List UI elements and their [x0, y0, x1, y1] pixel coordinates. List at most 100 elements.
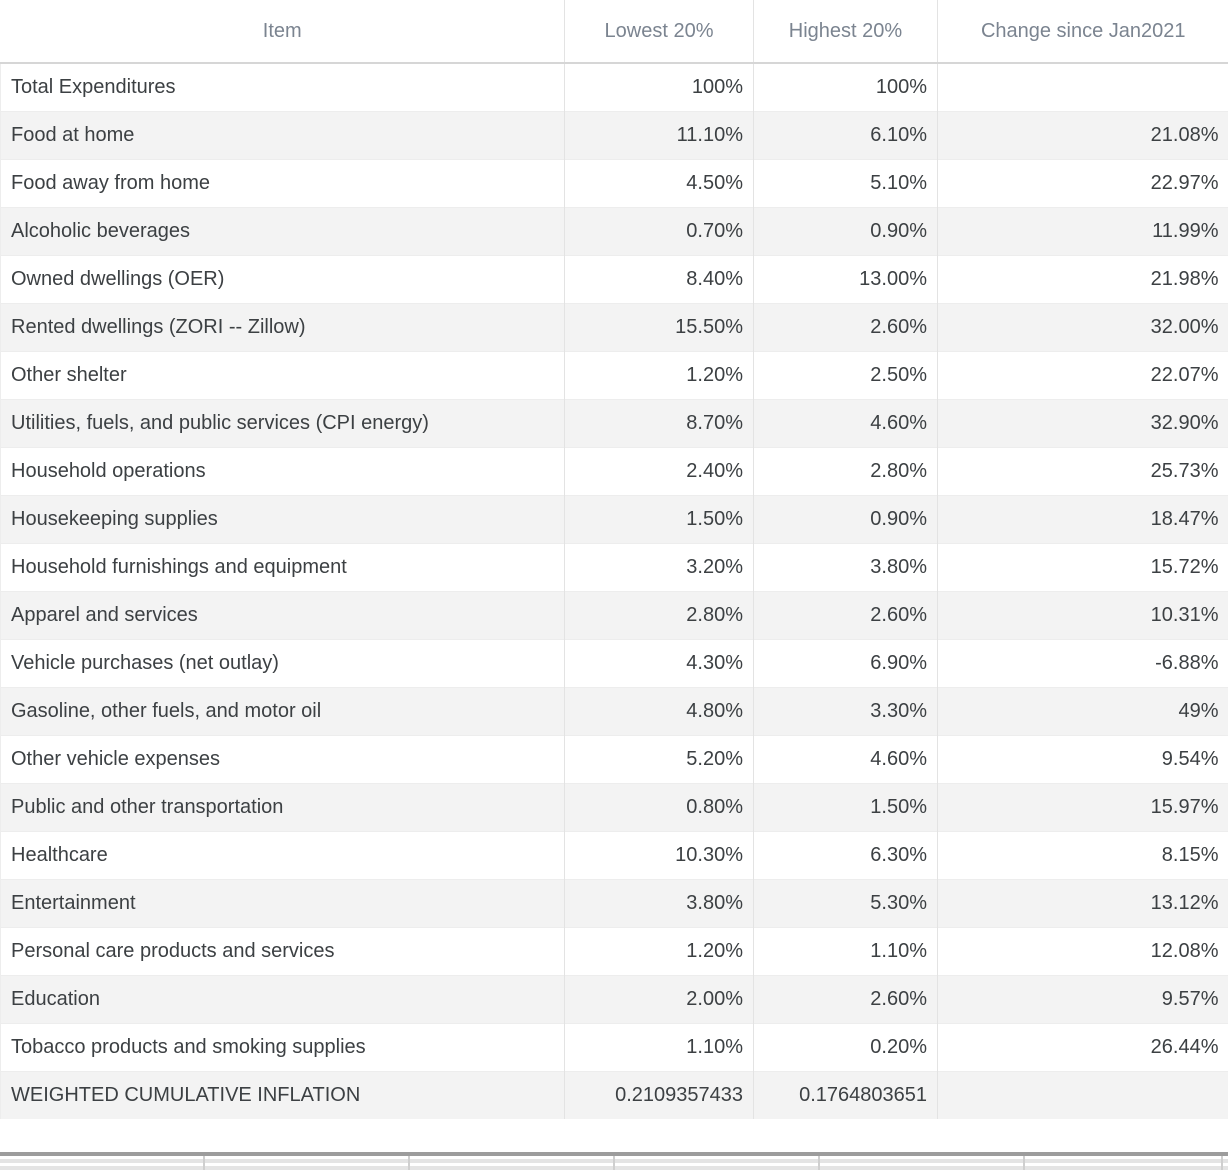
cell-lowest: 4.80%: [564, 687, 754, 736]
secondary-grid-column-divider: [1023, 1156, 1025, 1170]
cell-item: Public and other transportation: [0, 783, 565, 832]
cell-lowest: 1.20%: [564, 927, 754, 976]
cell-highest: 5.10%: [753, 159, 938, 208]
cell-lowest: 4.50%: [564, 159, 754, 208]
table-row: Owned dwellings (OER) 8.40% 13.00% 21.98…: [0, 255, 1228, 304]
cell-lowest: 3.20%: [564, 543, 754, 592]
table-row: Vehicle purchases (net outlay) 4.30% 6.9…: [0, 639, 1228, 688]
cell-lowest: 8.40%: [564, 255, 754, 304]
cell-highest: 4.60%: [753, 399, 938, 448]
cell-item: Utilities, fuels, and public services (C…: [0, 399, 565, 448]
cell-item: Household operations: [0, 447, 565, 496]
cell-change: 12.08%: [937, 927, 1228, 976]
cell-change: 15.72%: [937, 543, 1228, 592]
cell-highest: 2.50%: [753, 351, 938, 400]
cell-item: Food away from home: [0, 159, 565, 208]
cell-change: 22.97%: [937, 159, 1228, 208]
cell-change: 21.98%: [937, 255, 1228, 304]
cell-change: [937, 63, 1228, 112]
cell-item: Food at home: [0, 111, 565, 160]
table-row: Household operations 2.40% 2.80% 25.73%: [0, 447, 1228, 496]
cell-highest: 2.60%: [753, 303, 938, 352]
cell-lowest: 100%: [564, 63, 754, 112]
secondary-grid-column-divider: [408, 1156, 410, 1170]
cell-highest: 3.30%: [753, 687, 938, 736]
secondary-grid-top-border: [0, 1152, 1228, 1156]
table-row: Food at home 11.10% 6.10% 21.08%: [0, 111, 1228, 160]
table-row: Healthcare 10.30% 6.30% 8.15%: [0, 831, 1228, 880]
table-row: Entertainment 3.80% 5.30% 13.12%: [0, 879, 1228, 928]
table-header: Item Lowest 20% Highest 20% Change since…: [0, 0, 1228, 64]
cell-change: 9.54%: [937, 735, 1228, 784]
cell-item: Education: [0, 975, 565, 1024]
table-row: Apparel and services 2.80% 2.60% 10.31%: [0, 591, 1228, 640]
cell-lowest: 15.50%: [564, 303, 754, 352]
cell-lowest: 5.20%: [564, 735, 754, 784]
column-header-item: Item: [0, 0, 565, 64]
cell-lowest: 3.80%: [564, 879, 754, 928]
cell-lowest: 2.40%: [564, 447, 754, 496]
table-row: Education 2.00% 2.60% 9.57%: [0, 975, 1228, 1024]
cell-item: Gasoline, other fuels, and motor oil: [0, 687, 565, 736]
cell-highest: 0.90%: [753, 207, 938, 256]
table-row: Total Expenditures 100% 100%: [0, 63, 1228, 112]
cell-highest: 3.80%: [753, 543, 938, 592]
cell-lowest: 2.00%: [564, 975, 754, 1024]
cell-highest: 2.80%: [753, 447, 938, 496]
table-row-weighted-total: WEIGHTED CUMULATIVE INFLATION 0.21093574…: [0, 1071, 1228, 1119]
cell-item: Housekeeping supplies: [0, 495, 565, 544]
cell-change: -6.88%: [937, 639, 1228, 688]
cell-lowest: 1.20%: [564, 351, 754, 400]
cell-change: 13.12%: [937, 879, 1228, 928]
cell-change: [937, 1071, 1228, 1119]
cell-lowest: 10.30%: [564, 831, 754, 880]
cell-highest: 13.00%: [753, 255, 938, 304]
secondary-grid-column-divider: [203, 1156, 205, 1170]
cell-lowest: 8.70%: [564, 399, 754, 448]
cell-item: Personal care products and services: [0, 927, 565, 976]
column-header-lowest: Lowest 20%: [564, 0, 754, 64]
cell-highest: 6.10%: [753, 111, 938, 160]
cell-item: Other vehicle expenses: [0, 735, 565, 784]
cell-lowest: 4.30%: [564, 639, 754, 688]
cell-change: 10.31%: [937, 591, 1228, 640]
column-header-highest: Highest 20%: [753, 0, 938, 64]
cell-lowest: 0.80%: [564, 783, 754, 832]
cell-change: 49%: [937, 687, 1228, 736]
cell-lowest: 1.50%: [564, 495, 754, 544]
header-row: Item Lowest 20% Highest 20% Change since…: [0, 0, 1228, 64]
cell-lowest: 0.2109357433: [564, 1071, 754, 1119]
cell-item: Tobacco products and smoking supplies: [0, 1023, 565, 1072]
cell-item: Apparel and services: [0, 591, 565, 640]
cell-highest: 5.30%: [753, 879, 938, 928]
secondary-grid-column-divider: [1221, 1156, 1223, 1170]
cell-change: 22.07%: [937, 351, 1228, 400]
cell-item: Owned dwellings (OER): [0, 255, 565, 304]
cell-item: Total Expenditures: [0, 63, 565, 112]
table-row: Alcoholic beverages 0.70% 0.90% 11.99%: [0, 207, 1228, 256]
cell-item: Alcoholic beverages: [0, 207, 565, 256]
table-row: Tobacco products and smoking supplies 1.…: [0, 1023, 1228, 1072]
cell-change: 9.57%: [937, 975, 1228, 1024]
secondary-grid-column-divider: [818, 1156, 820, 1170]
cell-change: 21.08%: [937, 111, 1228, 160]
cell-highest: 6.90%: [753, 639, 938, 688]
cell-change: 18.47%: [937, 495, 1228, 544]
cell-change: 15.97%: [937, 783, 1228, 832]
cell-lowest: 1.10%: [564, 1023, 754, 1072]
cell-highest: 6.30%: [753, 831, 938, 880]
table-row: Other vehicle expenses 5.20% 4.60% 9.54%: [0, 735, 1228, 784]
cell-lowest: 2.80%: [564, 591, 754, 640]
cell-item: Entertainment: [0, 879, 565, 928]
expenditure-table: Item Lowest 20% Highest 20% Change since…: [0, 0, 1228, 1119]
cell-highest: 100%: [753, 63, 938, 112]
cell-item: Vehicle purchases (net outlay): [0, 639, 565, 688]
cell-item: Rented dwellings (ZORI -- Zillow): [0, 303, 565, 352]
cell-highest: 2.60%: [753, 975, 938, 1024]
cell-item: Healthcare: [0, 831, 565, 880]
cell-highest: 4.60%: [753, 735, 938, 784]
table-row: Housekeeping supplies 1.50% 0.90% 18.47%: [0, 495, 1228, 544]
column-header-change: Change since Jan2021: [937, 0, 1228, 64]
cell-highest: 0.20%: [753, 1023, 938, 1072]
table-row: Other shelter 1.20% 2.50% 22.07%: [0, 351, 1228, 400]
